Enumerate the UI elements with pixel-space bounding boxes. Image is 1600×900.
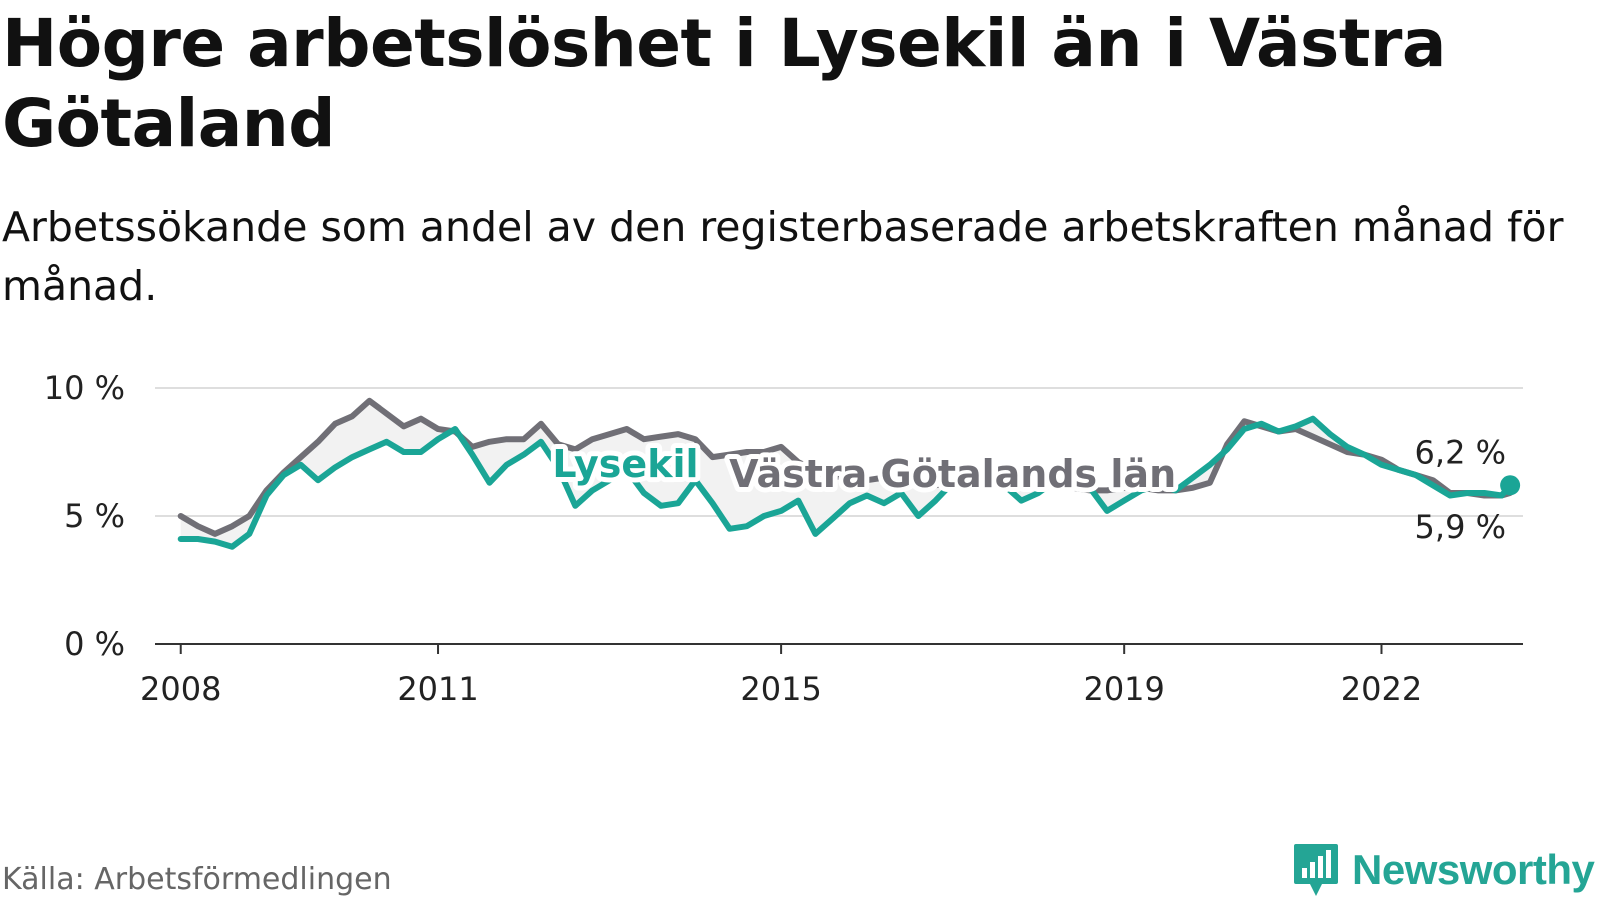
end-label-lysekil: 6,2 % bbox=[1415, 433, 1506, 471]
series-label-vastra-gotaland-halo: Västra Götalands län bbox=[729, 452, 1176, 496]
brand-name: Newsworthy bbox=[1352, 846, 1595, 893]
series-label-vastra-gotaland: Västra Götalands län bbox=[729, 452, 1176, 496]
end-label-vastra-gotaland: 5,9 % bbox=[1415, 508, 1506, 546]
series-label-lysekil-halo: Lysekil bbox=[552, 442, 698, 486]
brand-logo[interactable]: Newsworthy bbox=[1292, 842, 1595, 898]
y-tick-label: 10 % bbox=[44, 369, 125, 407]
chart-title: Högre arbetslöshet i Lysekil än i Västra… bbox=[2, 5, 1446, 162]
x-tick-label: 2015 bbox=[740, 670, 821, 708]
y-tick-label: 0 % bbox=[64, 625, 125, 663]
series-label-lysekil: Lysekil bbox=[552, 442, 698, 486]
y-tick-label: 5 % bbox=[64, 497, 125, 535]
x-tick-label: 2019 bbox=[1083, 670, 1164, 708]
line-chart: 0 %5 %10 % 2008 2011 2015 2019 2022 LysekilL… bbox=[44, 369, 1523, 708]
x-tick-label: 2008 bbox=[140, 670, 221, 708]
x-tick-label: 2011 bbox=[397, 670, 478, 708]
series-line-lysekil bbox=[177, 415, 1514, 550]
chart-subtitle: Arbetssökande som andel av den registerb… bbox=[2, 203, 1564, 310]
x-axis: 2008 2011 2015 2019 2022 bbox=[140, 643, 1523, 708]
source-note: Källa: Arbetsförmedlingen bbox=[2, 862, 392, 897]
series-lines bbox=[177, 397, 1521, 550]
grid-lines: 0 % 5 % 10 % bbox=[44, 369, 1523, 663]
end-point-marker bbox=[1500, 475, 1521, 496]
newsworthy-logo-icon bbox=[1294, 844, 1338, 896]
x-tick-label: 2022 bbox=[1341, 670, 1422, 708]
